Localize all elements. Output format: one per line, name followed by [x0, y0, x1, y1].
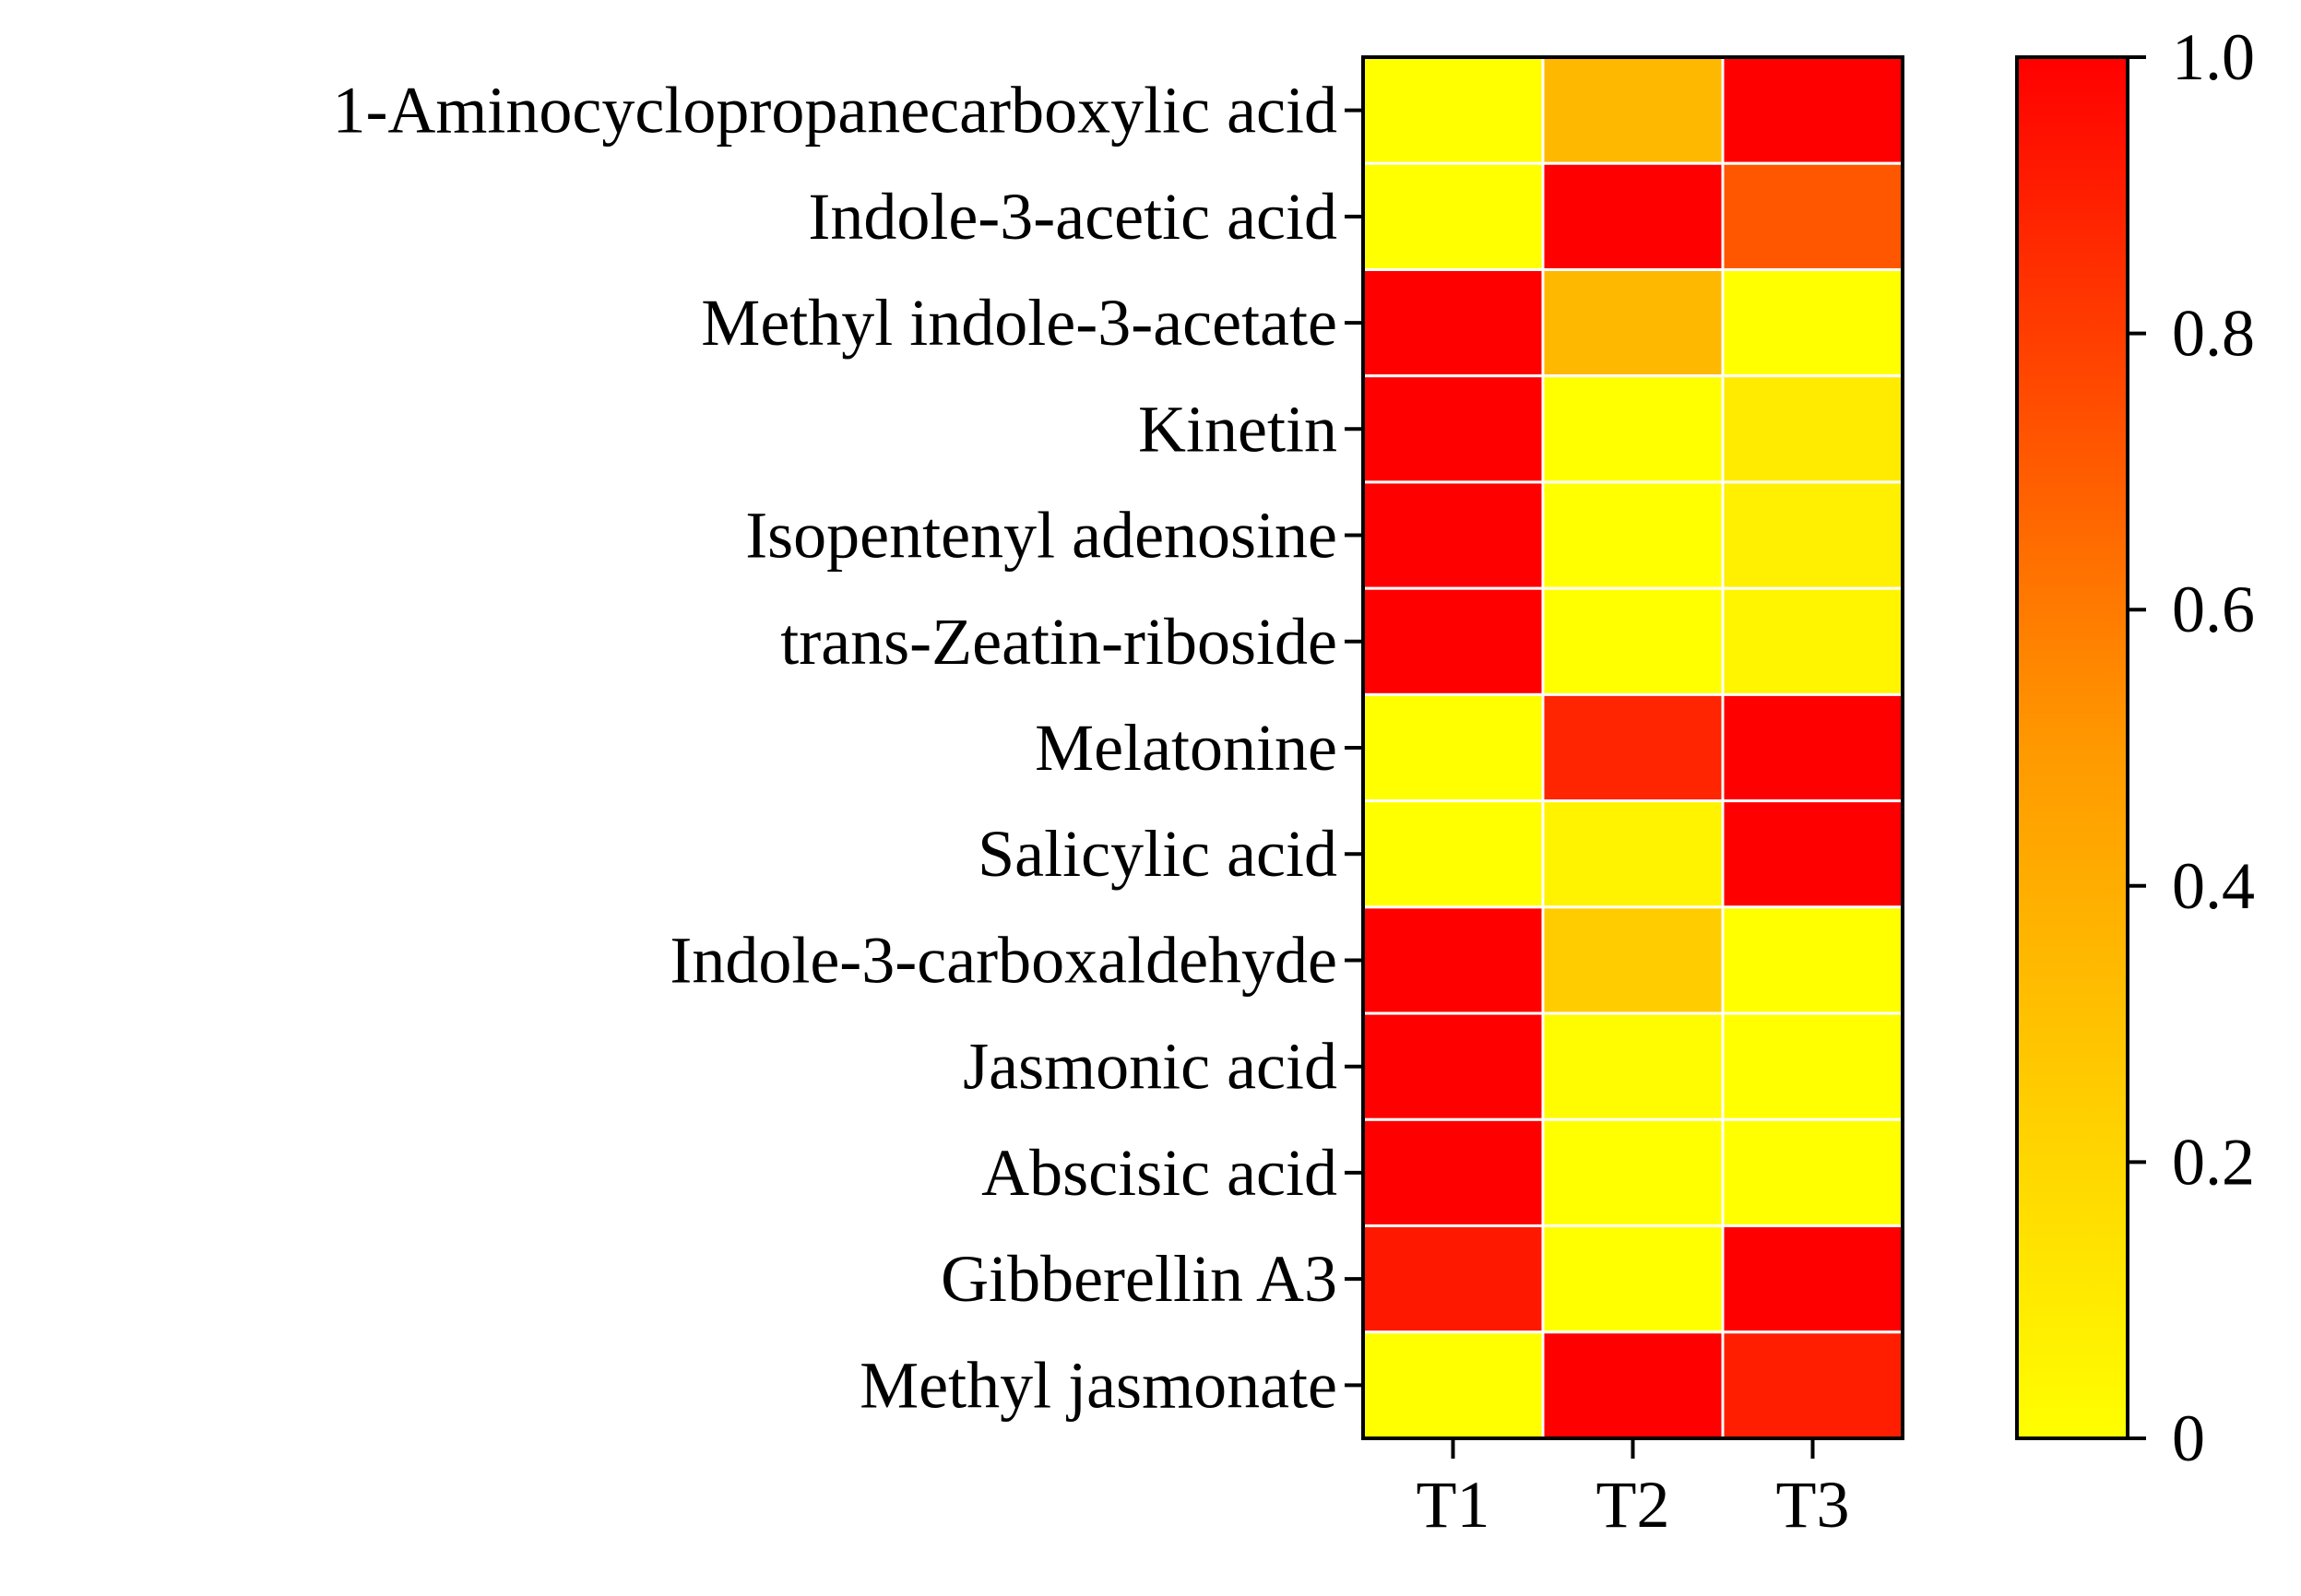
heatmap-cell [1541, 1011, 1725, 1121]
row-labels: 1-Aminocyclopropanecarboxylic acid Indole… [332, 74, 1337, 1423]
heatmap-cell [1541, 267, 1725, 378]
heatmap-cell [1361, 1224, 1545, 1334]
heatmap-cell [1721, 55, 1904, 165]
heatmap-cell [1361, 1011, 1545, 1121]
colorbar-tick-label: 0.6 [2172, 573, 2255, 646]
colorbar-tick-label: 0.4 [2172, 849, 2255, 923]
row-label: Salicylic acid [978, 817, 1337, 891]
heatmap-cell [1361, 480, 1545, 590]
heatmap-cell [1721, 692, 1904, 803]
heatmap-axes [1345, 55, 1904, 1459]
heatmap-cell [1541, 1117, 1725, 1228]
heatmap-cell [1721, 480, 1904, 590]
heatmap-cell [1721, 799, 1904, 909]
colorbar-gradient [2015, 55, 2129, 1440]
colorbar-tick-label: 0.8 [2172, 297, 2255, 371]
heatmap-cell [1721, 586, 1904, 696]
heatmap-cell [1721, 1117, 1904, 1228]
row-label: 1-Aminocyclopropanecarboxylic acid [332, 74, 1337, 148]
heatmap-cell [1361, 267, 1545, 378]
heatmap-cell [1541, 55, 1725, 165]
row-label: trans-Zeatin-riboside [780, 605, 1337, 679]
heatmap-cell [1541, 1224, 1725, 1334]
row-label: Gibberellin A3 [941, 1242, 1337, 1316]
row-label: Methyl indole-3-acetate [701, 286, 1337, 360]
heatmap-cell [1361, 55, 1545, 165]
heatmap-cell [1541, 905, 1725, 1015]
heatmap-cell [1721, 1011, 1904, 1121]
row-label: Indole-3-acetic acid [808, 180, 1337, 254]
heatmap-cell [1361, 586, 1545, 696]
column-labels: T1 T2 T3 [1417, 1468, 1850, 1542]
heatmap-cell [1361, 799, 1545, 909]
heatmap-cell [1541, 480, 1725, 590]
heatmap-cell [1361, 1330, 1545, 1440]
heatmap-cells [1361, 55, 1904, 1440]
row-label: Indole-3-carboxaldehyde [670, 923, 1337, 997]
row-label: Isopentenyl adenosine [745, 499, 1337, 573]
column-label: T3 [1776, 1468, 1850, 1542]
colorbar: 0 0.2 0.4 0.6 0.8 1.0 [2015, 20, 2255, 1475]
heatmap-cell [1361, 374, 1545, 484]
heatmap-cell [1361, 1117, 1545, 1228]
heatmap-cell [1541, 799, 1725, 909]
column-label: T1 [1417, 1468, 1490, 1542]
row-label: Kinetin [1138, 392, 1337, 466]
row-label: Jasmonic acid [963, 1030, 1337, 1104]
heatmap-cell [1541, 1330, 1725, 1440]
column-label: T2 [1596, 1468, 1670, 1542]
heatmap-cell [1721, 1330, 1904, 1440]
heatmap-cell [1721, 374, 1904, 484]
heatmap-cell [1541, 692, 1725, 803]
colorbar-tick-label: 1.0 [2172, 20, 2255, 94]
heatmap-cell [1541, 586, 1725, 696]
row-label: Abscisic acid [981, 1136, 1337, 1210]
heatmap-cell [1361, 692, 1545, 803]
heatmap-cell [1721, 905, 1904, 1015]
heatmap-cell [1541, 161, 1725, 271]
row-label: Methyl jasmonate [860, 1348, 1337, 1422]
heatmap-cell [1361, 905, 1545, 1015]
heatmap-cell [1721, 161, 1904, 271]
colorbar-tick-label: 0.2 [2172, 1125, 2255, 1199]
heatmap-cell [1721, 267, 1904, 378]
colorbar-tick-label: 0 [2172, 1401, 2205, 1475]
heatmap-cell [1721, 1224, 1904, 1334]
heatmap-cell [1361, 161, 1545, 271]
row-label: Melatonine [1035, 711, 1337, 785]
heatmap-cell [1541, 374, 1725, 484]
